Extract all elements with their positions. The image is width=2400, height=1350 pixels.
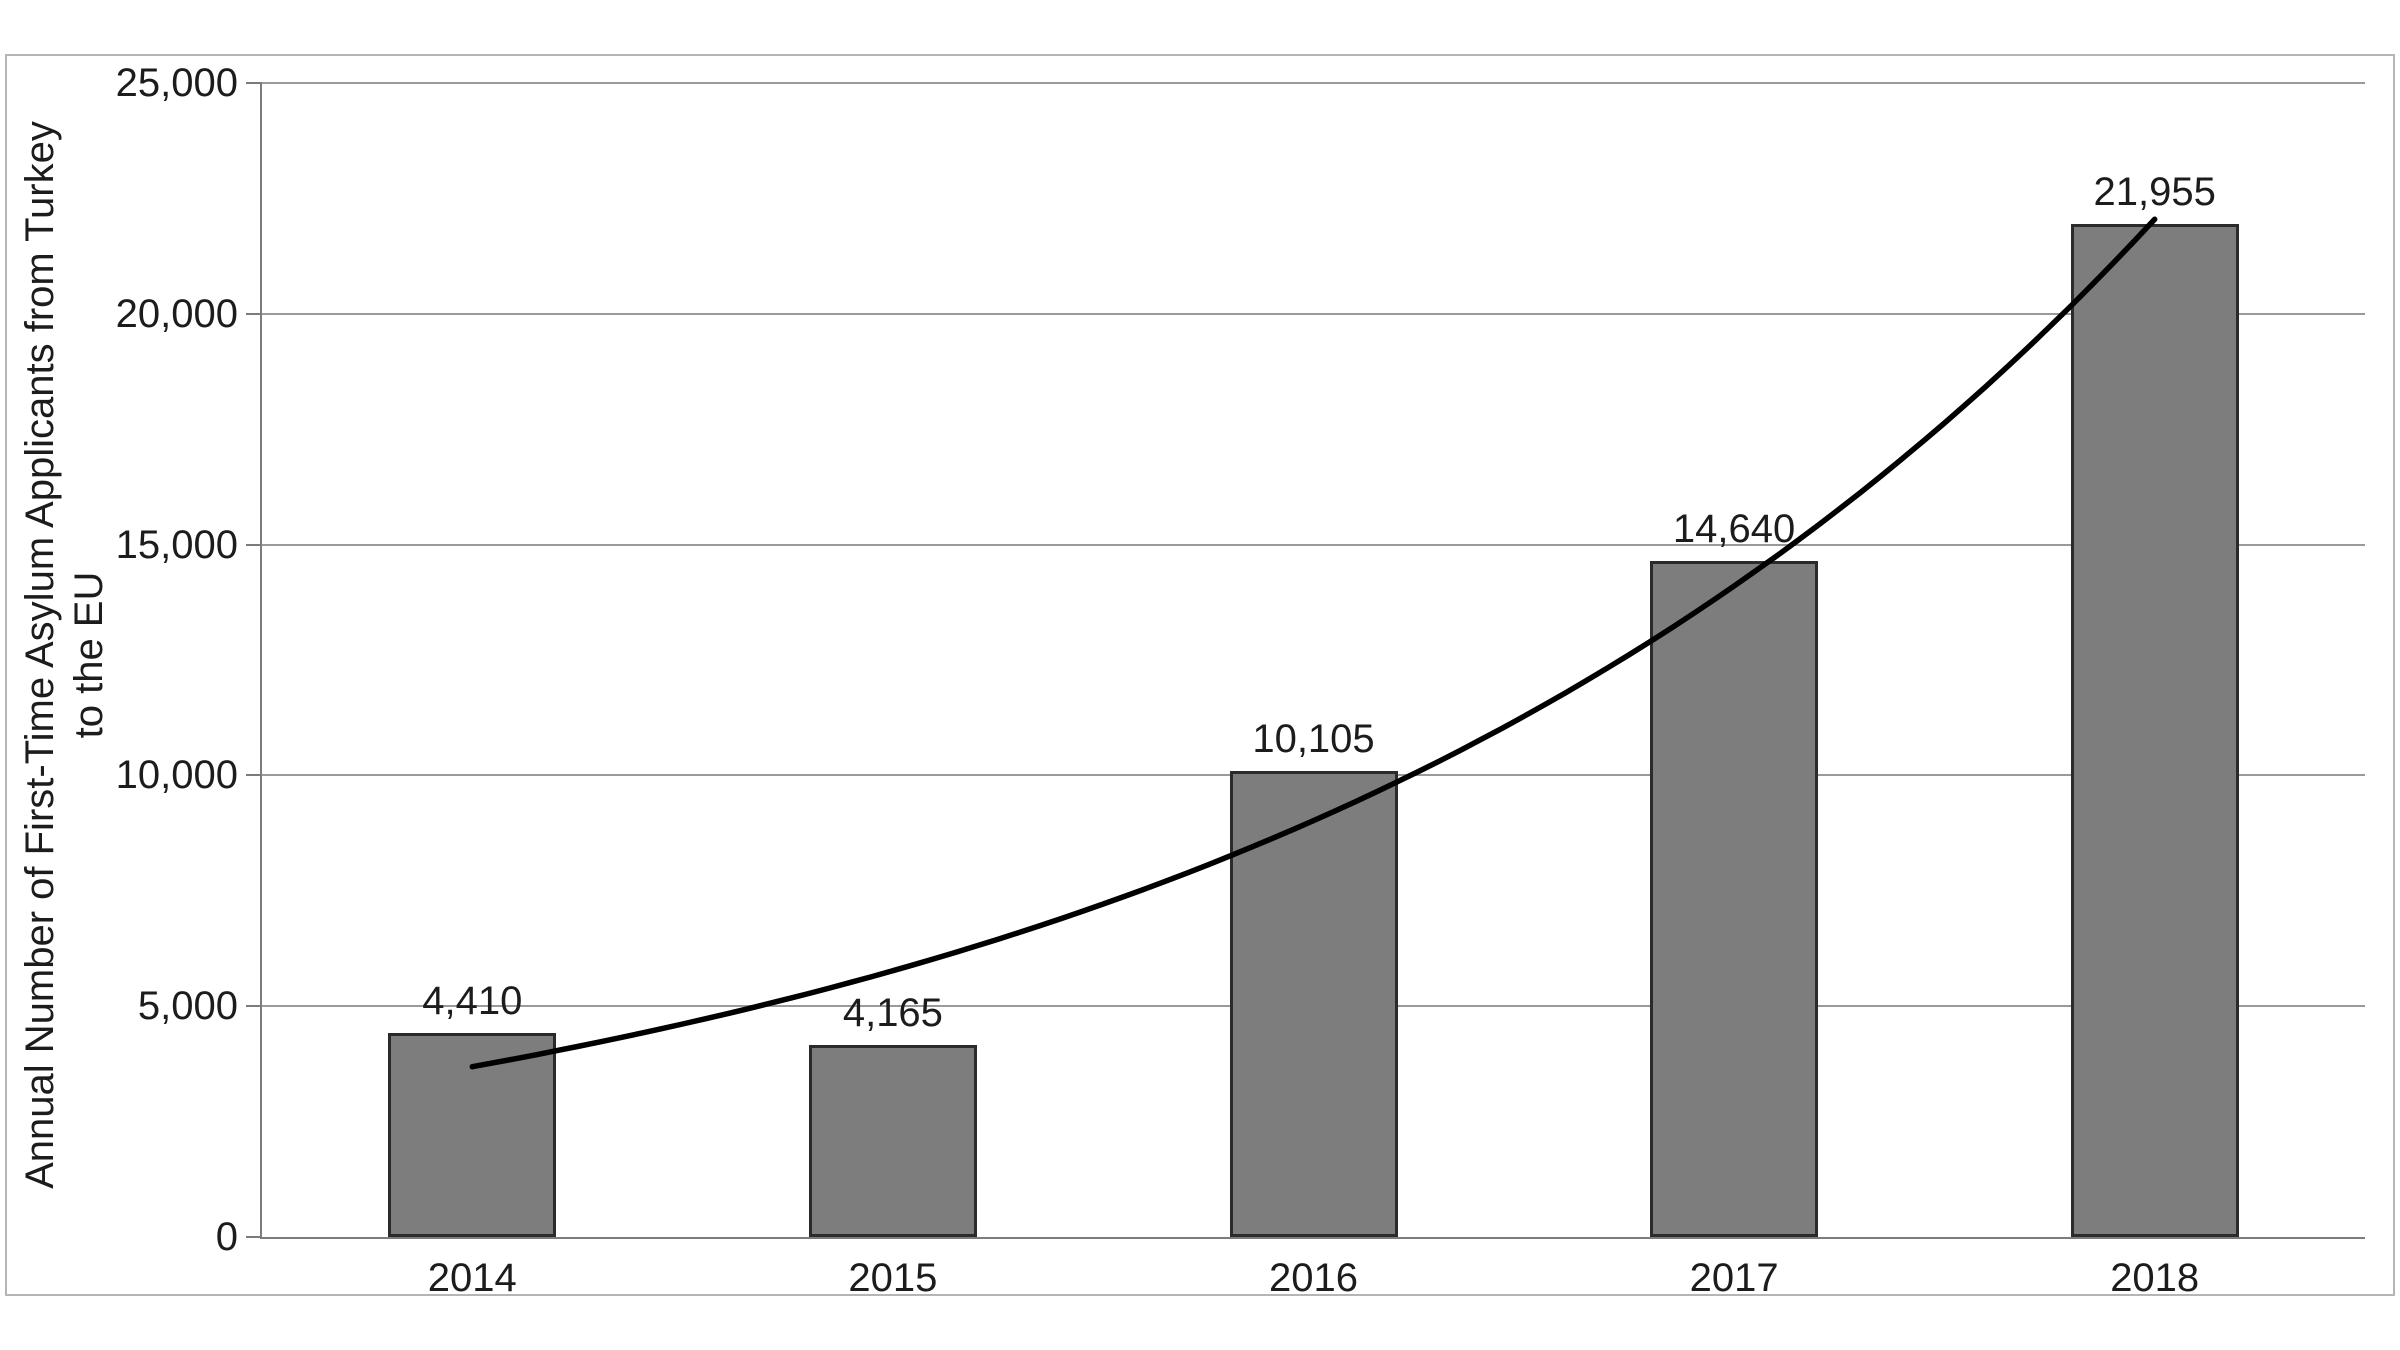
x-tick-label: 2015 [848, 1256, 938, 1300]
gridline [262, 543, 2365, 546]
bar-value-label: 14,640 [1672, 507, 1796, 552]
bar [2070, 223, 2239, 1237]
y-tick-label: 25,000 [115, 61, 238, 105]
x-tick-label: 2017 [1689, 1256, 1779, 1300]
y-tick-label: 20,000 [115, 291, 238, 336]
bar [1229, 770, 1398, 1237]
bar-value-label: 21,955 [2093, 169, 2216, 214]
x-tick-label: 2018 [2110, 1256, 2200, 1300]
y-tick-mark [246, 82, 262, 84]
y-tick-mark [246, 1005, 262, 1008]
bar [808, 1044, 977, 1237]
y-tick-mark [246, 312, 262, 315]
y-tick-mark [246, 543, 262, 546]
y-axis-line [260, 83, 262, 1239]
y-tick-label: 10,000 [115, 753, 238, 798]
y-tick-label: 0 [215, 1215, 238, 1259]
x-tick-label: 2016 [1269, 1256, 1358, 1300]
bar-value-label: 4,410 [422, 979, 523, 1024]
x-axis-line [260, 1237, 2365, 1239]
y-axis-title-line1: Annual Number of First-Time Asylum Appli… [18, 121, 62, 1189]
gridline [262, 312, 2365, 315]
bar [1650, 561, 1819, 1237]
bar-value-label: 4,165 [842, 990, 943, 1035]
y-tick-label: 15,000 [115, 522, 238, 567]
y-tick-mark [246, 774, 262, 777]
chart-frame [5, 54, 2395, 1296]
y-tick-label: 5,000 [137, 984, 238, 1029]
y-tick-mark [246, 1236, 262, 1238]
y-axis-title-line2: to the EU [67, 571, 111, 739]
bar [388, 1033, 557, 1237]
gridline [262, 82, 2365, 84]
y-axis-title: Annual Number of First-Time Asylum Appli… [16, 35, 116, 1275]
x-tick-label: 2014 [427, 1256, 517, 1300]
bar-value-label: 10,105 [1252, 716, 1375, 761]
